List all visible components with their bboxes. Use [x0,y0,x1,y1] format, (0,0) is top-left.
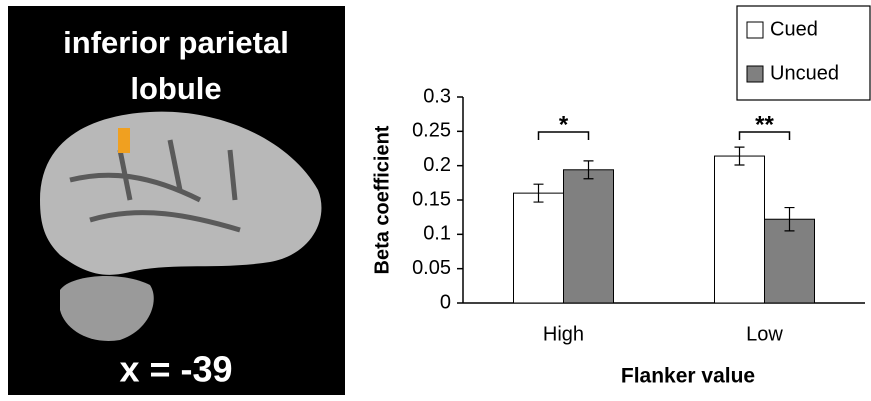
bar [765,219,815,303]
y-tick-label: 0.15 [412,188,451,210]
legend-label: Cued [770,18,818,40]
bar [514,193,564,303]
y-tick-label: 0.2 [423,154,451,176]
bar [715,156,765,303]
x-tick-label: Low [746,323,783,345]
y-tick-label: 0.3 [423,85,451,107]
x-tick-label: High [543,323,584,345]
panel-title: lobule [130,71,221,106]
y-axis-label: Beta coefficient [371,125,393,274]
page: inferior parietal lobule x = -39 Beta co… [0,0,871,401]
panel-title: inferior parietal [63,25,289,60]
significance-marker: ** [755,111,774,138]
y-tick-label: 0.25 [412,120,451,142]
slice-coordinate: x = -39 [119,349,232,390]
legend-label: Uncued [770,62,839,84]
y-tick-label: 0.05 [412,257,451,279]
legend-swatch [747,66,763,82]
y-tick-label: 0 [440,291,451,313]
brain-panel: inferior parietal lobule x = -39 [8,6,345,395]
figure: inferior parietal lobule x = -39 Beta co… [0,0,871,401]
x-axis-label: Flanker value [621,365,755,388]
y-tick-label: 0.1 [423,223,451,245]
significance-marker: * [559,111,569,138]
bar [564,170,614,303]
legend-swatch [747,22,763,38]
activation [118,128,130,153]
